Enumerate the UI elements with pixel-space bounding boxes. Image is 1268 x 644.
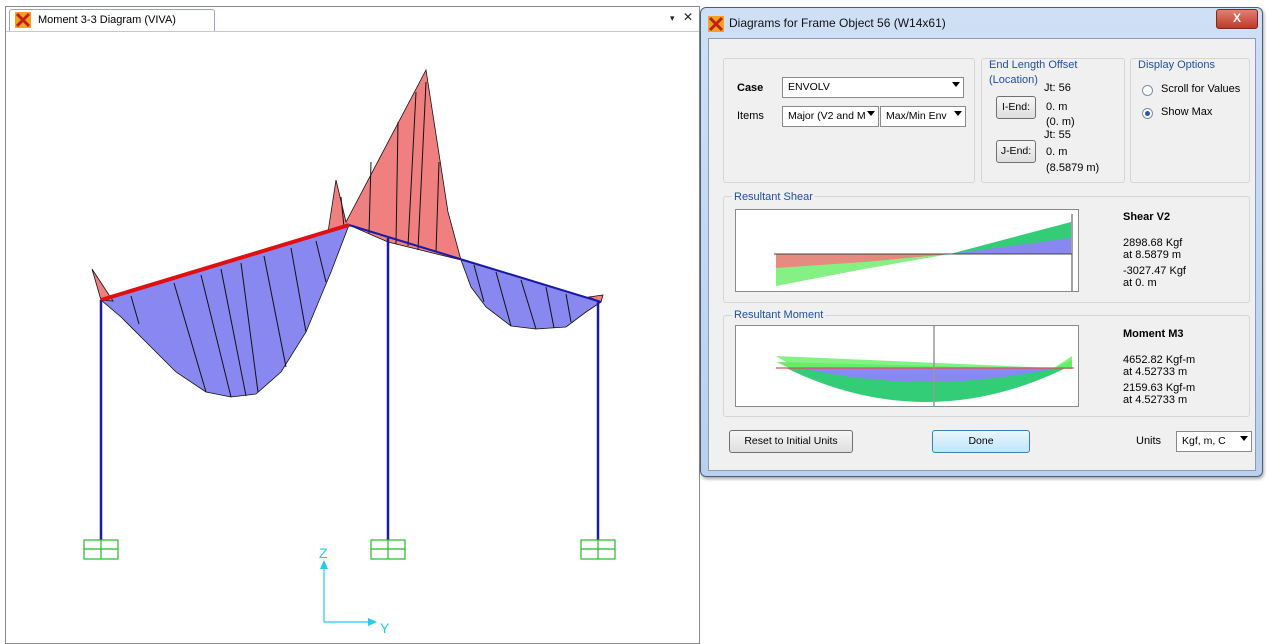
frame-diagram-canvas[interactable]: Z Y: [6, 32, 699, 642]
moment-value-1: 4652.82 Kgf-m: [1123, 354, 1196, 366]
dialog-close-button[interactable]: X: [1216, 9, 1258, 29]
moment-location-1: at 4.52733 m: [1123, 366, 1188, 378]
right-support: [580, 539, 616, 560]
global-axes-icon: [320, 560, 377, 626]
shear-diagram-plot[interactable]: [735, 209, 1079, 292]
j-end-offset: 0. m: [1046, 146, 1068, 158]
scroll-for-values-radio[interactable]: [1142, 85, 1153, 96]
moment-location-2: at 4.52733 m: [1123, 394, 1188, 406]
shear-panel-title: Resultant Shear: [732, 191, 815, 203]
j-end-button[interactable]: J-End:: [996, 140, 1036, 163]
selected-frame-object[interactable]: [100, 223, 350, 302]
case-label: Case: [737, 82, 764, 94]
units-select[interactable]: Kgf, m, C: [1176, 431, 1252, 452]
tab-dropdown-icon[interactable]: ▾: [670, 13, 675, 23]
window-tab-bar: Moment 3-3 Diagram (VIVA) ▾ ✕: [6, 7, 699, 32]
chevron-down-icon: [1240, 436, 1248, 441]
dialog-title: Diagrams for Frame Object 56 (W14x61): [729, 16, 946, 30]
reset-units-button[interactable]: Reset to Initial Units: [729, 430, 853, 453]
shear-max-value: 2898.68 Kgf: [1123, 237, 1183, 249]
chevron-down-icon: [952, 82, 960, 87]
end-offset-title: End Length Offset: [989, 59, 1078, 71]
mid-positive-moment: [327, 68, 462, 261]
sap-app-icon: [15, 12, 31, 28]
frame-diagram-dialog: Diagrams for Frame Object 56 (W14x61) X …: [700, 7, 1263, 477]
display-options-panel: [1130, 58, 1250, 183]
dialog-client-area: Case ENVOLV Items Major (V2 and M Max/Mi…: [708, 38, 1256, 471]
display-options-title: Display Options: [1138, 59, 1216, 71]
moment-heading: Moment M3: [1123, 328, 1184, 340]
moment-panel-title: Resultant Moment: [732, 309, 826, 321]
case-select-value: ENVOLV: [788, 81, 830, 93]
items-select[interactable]: Major (V2 and M: [782, 106, 879, 127]
show-max-label: Show Max: [1161, 106, 1213, 118]
i-end-button[interactable]: I-End:: [996, 96, 1036, 119]
shear-min-location: at 0. m: [1123, 277, 1157, 289]
sap-app-icon: [708, 16, 724, 32]
shear-heading: Shear V2: [1123, 211, 1171, 223]
show-max-radio[interactable]: [1142, 108, 1153, 119]
j-end-joint: Jt: 55: [1044, 129, 1071, 141]
moment-value-2: 2159.63 Kgf-m: [1123, 382, 1196, 394]
j-end-location: (8.5879 m): [1046, 162, 1100, 174]
chevron-down-icon: [867, 111, 875, 116]
moment-diagram: [776, 326, 1074, 406]
location-label: (Location): [989, 74, 1038, 86]
scroll-for-values-label: Scroll for Values: [1161, 83, 1241, 95]
units-label: Units: [1136, 435, 1162, 447]
right-span-negative-moment: [460, 259, 604, 330]
tab-title: Moment 3-3 Diagram (VIVA): [38, 14, 176, 26]
shear-max-location: at 8.5879 m: [1123, 249, 1182, 261]
items-label: Items: [737, 110, 764, 122]
envelope-select-value: Max/Min Env: [886, 110, 947, 122]
items-select-value: Major (V2 and M: [788, 110, 866, 122]
i-end-location: (0. m): [1046, 116, 1075, 128]
left-support: [83, 539, 119, 560]
tab-close-icon[interactable]: ✕: [683, 10, 694, 24]
i-end-offset: 0. m: [1046, 101, 1068, 113]
moment-diagram-window: Moment 3-3 Diagram (VIVA) ▾ ✕: [5, 6, 700, 644]
done-button[interactable]: Done: [932, 430, 1030, 453]
axis-z-label: Z: [319, 545, 328, 561]
shear-diagram: [774, 214, 1073, 291]
middle-support: [370, 539, 406, 560]
right-beam[interactable]: [348, 224, 602, 303]
units-select-value: Kgf, m, C: [1182, 435, 1226, 447]
left-end-positive-spike: [91, 268, 114, 302]
envelope-select[interactable]: Max/Min Env: [880, 106, 966, 127]
i-end-joint: Jt: 56: [1044, 82, 1071, 94]
left-span-negative-moment: [100, 224, 350, 398]
moment-diagram-plot[interactable]: [735, 325, 1079, 407]
case-select[interactable]: ENVOLV: [782, 77, 964, 98]
tab-moment-diagram[interactable]: Moment 3-3 Diagram (VIVA): [9, 9, 215, 31]
axis-y-label: Y: [380, 620, 390, 636]
chevron-down-icon: [954, 111, 962, 116]
shear-min-value: -3027.47 Kgf: [1123, 265, 1186, 277]
